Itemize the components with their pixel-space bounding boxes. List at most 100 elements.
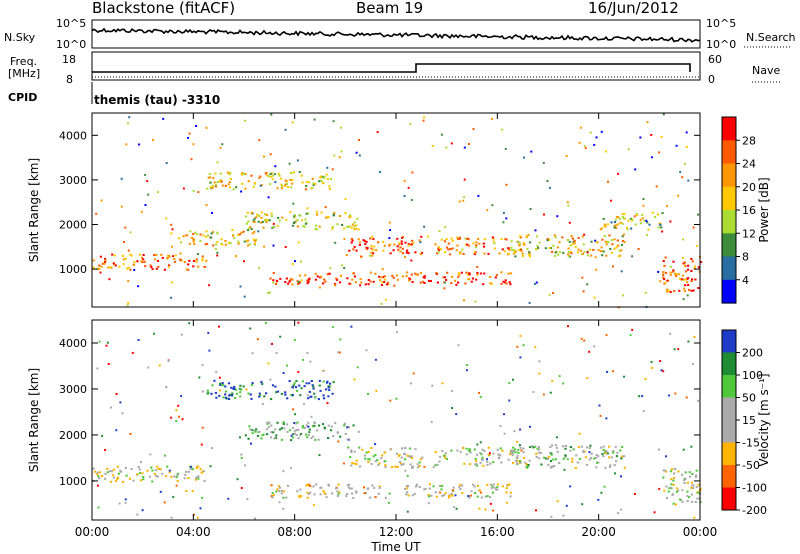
heatmap-cell bbox=[463, 146, 466, 149]
heatmap-cell bbox=[355, 463, 358, 466]
heatmap-cell bbox=[374, 358, 377, 361]
heatmap-cell bbox=[573, 239, 576, 242]
heatmap-cell bbox=[665, 485, 668, 488]
heatmap-cell bbox=[672, 260, 675, 263]
heatmap-cell bbox=[614, 445, 617, 448]
heatmap-cell bbox=[688, 496, 691, 499]
heatmap-cell bbox=[683, 261, 686, 264]
heatmap-cell bbox=[511, 454, 514, 456]
heatmap-cell bbox=[384, 496, 387, 499]
heatmap-cell bbox=[536, 448, 539, 450]
heatmap-cell bbox=[253, 217, 256, 220]
heatmap-cell bbox=[130, 254, 133, 257]
heatmap-cell bbox=[516, 459, 519, 462]
heatmap-cell bbox=[589, 248, 592, 251]
heatmap-cell bbox=[379, 171, 382, 173]
heatmap-cell bbox=[269, 173, 272, 175]
heatmap-cell bbox=[552, 458, 555, 461]
heatmap-cell bbox=[327, 216, 330, 219]
heatmap-cell bbox=[445, 458, 449, 460]
heatmap-cell bbox=[665, 497, 669, 500]
heatmap-cell bbox=[116, 478, 119, 480]
heatmap-cell bbox=[381, 454, 384, 457]
heatmap-cell bbox=[586, 254, 589, 257]
heatmap-cell bbox=[656, 213, 659, 216]
heatmap-cell bbox=[592, 248, 595, 251]
heatmap-cell bbox=[437, 251, 440, 254]
heatmap-cell bbox=[481, 456, 484, 459]
heatmap-cell bbox=[410, 455, 413, 458]
heatmap-cell bbox=[554, 236, 557, 239]
heatmap-cell bbox=[634, 223, 637, 226]
heatmap-cell bbox=[458, 485, 461, 488]
heatmap-cell bbox=[571, 243, 574, 246]
heatmap-cell bbox=[424, 488, 427, 490]
heatmap-cell bbox=[249, 327, 252, 330]
heatmap-cell bbox=[380, 302, 383, 305]
heatmap-cell bbox=[355, 491, 358, 494]
heatmap-cell bbox=[197, 475, 200, 478]
heatmap-cell bbox=[682, 298, 685, 301]
heatmap-cell bbox=[328, 389, 331, 392]
heatmap-cell bbox=[602, 448, 605, 451]
heatmap-cell bbox=[272, 174, 275, 177]
heatmap-cell bbox=[237, 234, 240, 236]
heatmap-cell bbox=[175, 476, 178, 479]
heatmap-cell bbox=[355, 459, 358, 462]
heatmap-cell bbox=[320, 211, 323, 214]
heatmap-cell bbox=[268, 421, 271, 424]
heatmap-cell bbox=[116, 465, 119, 468]
heatmap-cell bbox=[307, 278, 310, 281]
heatmap-cell bbox=[323, 278, 326, 281]
heatmap-cell bbox=[367, 458, 370, 461]
heatmap-cell bbox=[519, 461, 522, 464]
heatmap-cell bbox=[350, 451, 353, 454]
heatmap-cell bbox=[126, 267, 129, 270]
heatmap-cell bbox=[353, 221, 356, 224]
heatmap-cell bbox=[528, 301, 531, 304]
heatmap-cell bbox=[501, 248, 504, 251]
heatmap-cell bbox=[464, 243, 468, 246]
heatmap-cell bbox=[290, 439, 293, 442]
heatmap-cell bbox=[286, 364, 288, 367]
heatmap-cell bbox=[247, 244, 250, 247]
heatmap-cell bbox=[621, 235, 624, 238]
heatmap-cell bbox=[276, 187, 279, 190]
heatmap-cell bbox=[610, 221, 613, 224]
heatmap-cell bbox=[613, 238, 616, 241]
heatmap-cell bbox=[111, 474, 115, 477]
heatmap-cell bbox=[367, 279, 370, 281]
heatmap-cell bbox=[265, 428, 268, 431]
heatmap-cell bbox=[463, 178, 466, 181]
heatmap-cell bbox=[673, 468, 676, 470]
heatmap-cell bbox=[187, 477, 190, 480]
heatmap-cell bbox=[325, 216, 328, 219]
heatmap-cell bbox=[599, 414, 602, 417]
heatmap-cell bbox=[143, 260, 146, 263]
heatmap-cell bbox=[301, 425, 304, 427]
heatmap-cell bbox=[387, 501, 390, 504]
heatmap-cell bbox=[247, 220, 250, 223]
heatmap-cell bbox=[197, 253, 199, 255]
heatmap-cell bbox=[107, 362, 110, 365]
heatmap-cell bbox=[343, 237, 346, 240]
heatmap-cell bbox=[519, 236, 522, 239]
heatmap-cell bbox=[272, 279, 275, 282]
heatmap-cell bbox=[578, 457, 582, 460]
heatmap-cell bbox=[355, 151, 358, 154]
heatmap-cell bbox=[513, 249, 516, 252]
heatmap-cell bbox=[353, 225, 356, 228]
heatmap-cell bbox=[659, 360, 662, 362]
heatmap-cell bbox=[458, 237, 461, 240]
heatmap-cell bbox=[681, 176, 684, 179]
heatmap-cell bbox=[93, 470, 97, 473]
heatmap-cell bbox=[101, 434, 104, 437]
heatmap-cell bbox=[444, 492, 447, 495]
heatmap-cell bbox=[482, 245, 486, 248]
heatmap-cell bbox=[336, 278, 339, 281]
heatmap-cell bbox=[355, 224, 358, 227]
heatmap-cell bbox=[92, 467, 95, 470]
heatmap-cell bbox=[106, 467, 109, 470]
heatmap-cell bbox=[499, 425, 502, 427]
heatmap-cell bbox=[404, 447, 407, 449]
